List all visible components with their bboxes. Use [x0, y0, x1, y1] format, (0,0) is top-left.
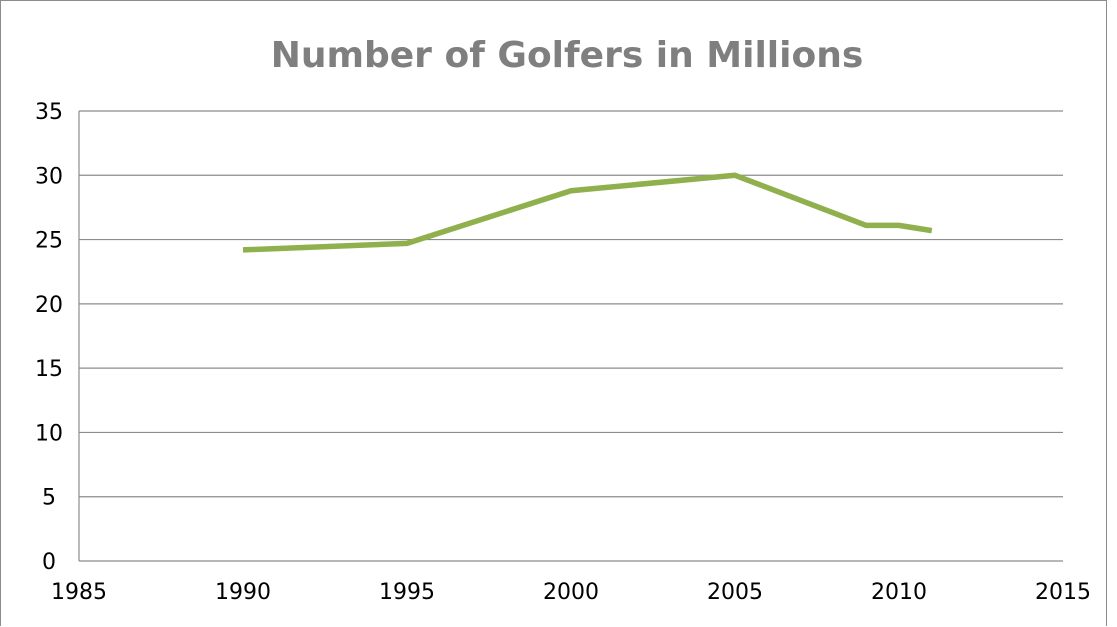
y-tick-label: 20: [35, 293, 63, 318]
y-tick-label: 0: [42, 550, 56, 575]
x-tick-label: 1990: [215, 580, 271, 605]
x-tick-label: 2005: [707, 580, 763, 605]
y-tick-label: 35: [35, 100, 63, 125]
y-tick-label: 10: [35, 421, 63, 446]
axes: [79, 111, 1063, 561]
x-tick-label: 1985: [51, 580, 107, 605]
x-tick-label: 2015: [1035, 580, 1091, 605]
x-tick-label: 2000: [543, 580, 599, 605]
series-line: [243, 175, 932, 250]
y-tick-label: 30: [35, 164, 63, 189]
y-tick-label: 15: [35, 357, 63, 382]
y-tick-label: 25: [35, 229, 63, 254]
chart-title: Number of Golfers in Millions: [271, 35, 864, 76]
y-tick-label: 5: [42, 486, 56, 511]
gridlines: [79, 111, 1063, 497]
series-lines: [243, 175, 932, 250]
x-tick-label: 2010: [871, 580, 927, 605]
x-tick-label: 1995: [379, 580, 435, 605]
